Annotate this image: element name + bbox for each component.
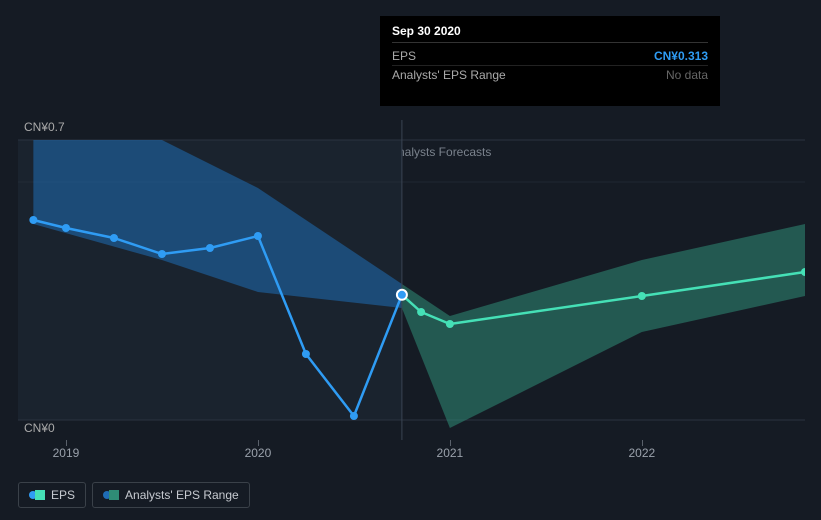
x-tick: [642, 440, 643, 446]
x-axis-label: 2019: [53, 446, 80, 460]
legend-item-eps[interactable]: EPS: [18, 482, 86, 508]
x-axis-label: 2021: [437, 446, 464, 460]
legend-item-label: EPS: [51, 488, 75, 502]
x-axis-labels: 2019 2020 2021 2022: [18, 446, 805, 466]
tooltip-row-value: CN¥0.313: [654, 49, 708, 63]
chart-root: Sep 30 2020 EPS CN¥0.313 Analysts' EPS R…: [0, 0, 821, 520]
chart-plot-area[interactable]: [18, 120, 805, 450]
x-axis-label: 2022: [628, 446, 655, 460]
tooltip-row-label: EPS: [392, 49, 416, 63]
x-axis-label: 2020: [245, 446, 272, 460]
chart-svg: [18, 120, 805, 440]
tooltip-row: Analysts' EPS Range No data: [392, 66, 708, 98]
tooltip-row: EPS CN¥0.313: [392, 47, 708, 66]
legend: EPS Analysts' EPS Range: [18, 482, 250, 508]
tooltip-row-value: No data: [666, 68, 708, 82]
x-tick: [450, 440, 451, 446]
legend-item-range[interactable]: Analysts' EPS Range: [92, 482, 250, 508]
legend-item-label: Analysts' EPS Range: [125, 488, 239, 502]
legend-swatch-icon: [29, 490, 45, 500]
x-tick: [66, 440, 67, 446]
legend-swatch-icon: [103, 490, 119, 500]
tooltip-date: Sep 30 2020: [392, 24, 708, 43]
tooltip-row-label: Analysts' EPS Range: [392, 68, 506, 82]
x-tick: [258, 440, 259, 446]
hover-tooltip: Sep 30 2020 EPS CN¥0.313 Analysts' EPS R…: [380, 16, 720, 106]
